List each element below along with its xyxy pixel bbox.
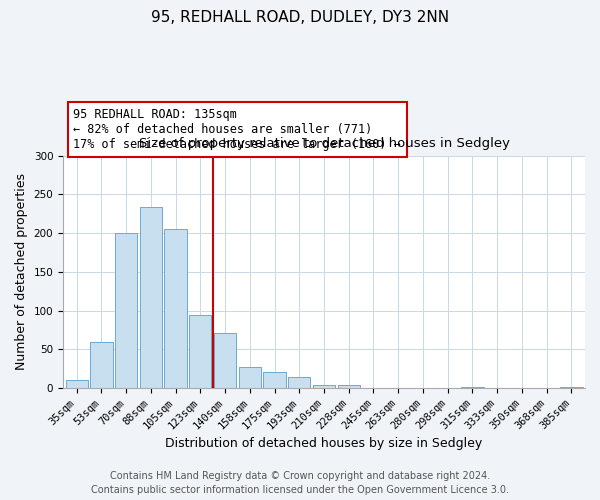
Bar [338, 385, 360, 388]
Bar [115, 233, 137, 388]
Bar [164, 230, 187, 388]
Bar [263, 372, 286, 388]
Bar [189, 314, 211, 388]
Bar [90, 342, 113, 388]
Bar [140, 207, 162, 388]
Y-axis label: Number of detached properties: Number of detached properties [15, 174, 28, 370]
Bar [239, 367, 261, 388]
Bar [214, 333, 236, 388]
Bar [65, 380, 88, 388]
Text: 95 REDHALL ROAD: 135sqm
← 82% of detached houses are smaller (771)
17% of semi-d: 95 REDHALL ROAD: 135sqm ← 82% of detache… [73, 108, 401, 151]
Text: 95, REDHALL ROAD, DUDLEY, DY3 2NN: 95, REDHALL ROAD, DUDLEY, DY3 2NN [151, 10, 449, 25]
X-axis label: Distribution of detached houses by size in Sedgley: Distribution of detached houses by size … [166, 437, 482, 450]
Text: Contains HM Land Registry data © Crown copyright and database right 2024.
Contai: Contains HM Land Registry data © Crown c… [91, 471, 509, 495]
Bar [313, 385, 335, 388]
Bar [288, 378, 310, 388]
Title: Size of property relative to detached houses in Sedgley: Size of property relative to detached ho… [139, 138, 509, 150]
